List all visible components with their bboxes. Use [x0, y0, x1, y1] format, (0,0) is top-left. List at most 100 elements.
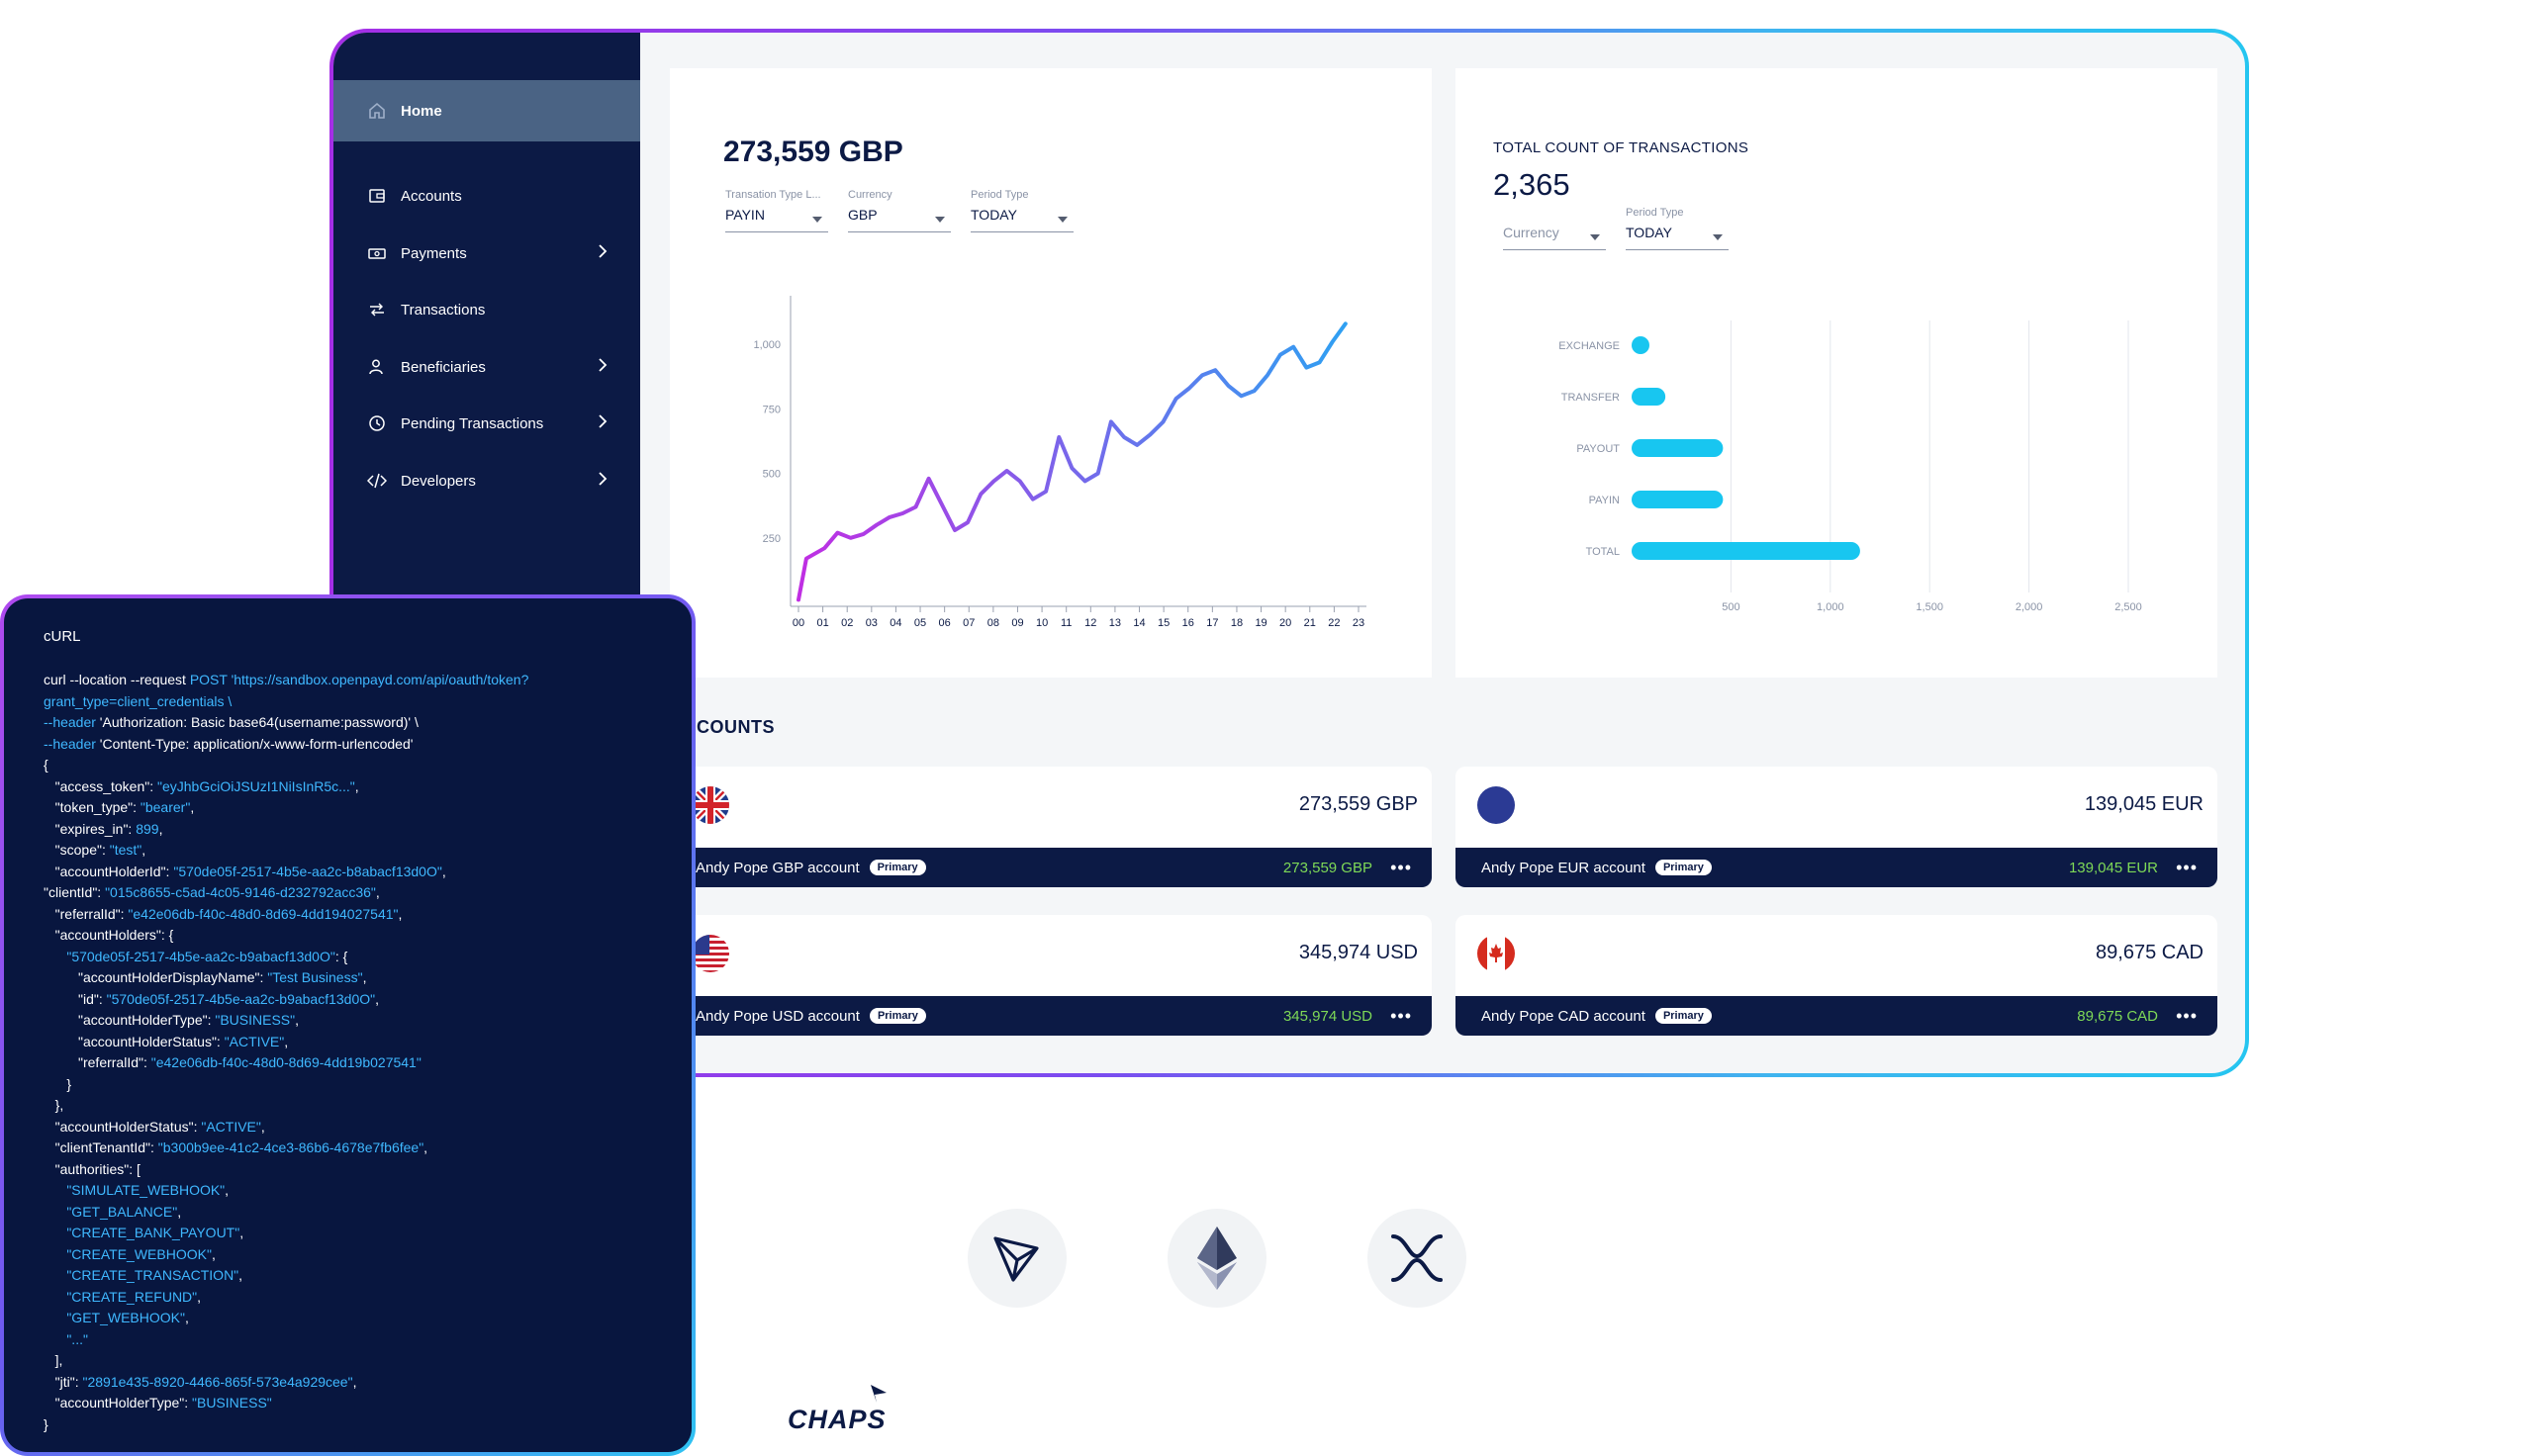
account-balance-green: 273,559 GBP — [1282, 859, 1372, 876]
caret-down-icon — [1713, 234, 1723, 240]
account-name: Andy Pope USD account — [696, 1007, 860, 1025]
account-balance-green: 139,045 EUR — [2068, 859, 2158, 876]
x-tick-label: 1,000 — [1817, 601, 1844, 613]
sidebar-item-pending-transactions[interactable]: Pending Transactions — [333, 393, 640, 454]
more-options-icon[interactable]: ••• — [2176, 1005, 2198, 1026]
x-tick-label: 2,000 — [2016, 601, 2043, 613]
select-caption: Currency — [848, 189, 892, 201]
sidebar-item-label: Pending Transactions — [401, 414, 544, 432]
sidebar-item-label: Developers — [401, 472, 476, 490]
code-line: "accountHolderDisplayName": "Test Busine… — [44, 969, 367, 985]
transaction-count-card: TOTAL COUNT OF TRANSACTIONS 2,365 Curren… — [1455, 68, 2217, 678]
x-tick-label: 2,500 — [2114, 601, 2142, 613]
y-tick-label: 500 — [763, 469, 781, 481]
y-tick-label: 250 — [763, 533, 781, 545]
code-line: "CREATE_BANK_PAYOUT", — [44, 1225, 244, 1240]
period-type-select[interactable]: Period Type TODAY — [1626, 207, 1729, 250]
x-tick-label: 12 — [1084, 617, 1096, 629]
code-line: "scope": "test", — [44, 842, 146, 858]
currency-select[interactable]: Currency GBP — [848, 189, 951, 232]
account-balance-green: 89,675 CAD — [2077, 1007, 2158, 1025]
code-line: "clientId": "015c8655-c5ad-4c05-9146-d23… — [44, 884, 380, 900]
more-options-icon[interactable]: ••• — [1390, 1005, 1412, 1026]
balance-amount: 273,559 GBP — [723, 136, 903, 168]
code-line: { — [44, 757, 48, 773]
account-card-usd[interactable]: 345,974 USD Andy Pope USD account Primar… — [670, 915, 1432, 1036]
code-line: "CREATE_TRANSACTION", — [44, 1267, 243, 1283]
code-line: "token_type": "bearer", — [44, 799, 195, 815]
code-line: "570de05f-2517-4b5e-aa2c-b9abacf13d0O": … — [66, 948, 348, 964]
code-line: "expires_in": 899, — [44, 820, 163, 837]
chevron-right-icon — [597, 472, 616, 490]
select-value: PAYIN — [725, 207, 765, 223]
select-placeholder: Currency — [1503, 225, 1559, 240]
sidebar-item-label: Home — [401, 102, 442, 120]
x-tick-label: 10 — [1036, 617, 1048, 629]
x-tick-label: 17 — [1206, 617, 1218, 629]
code-line: "GET_BALANCE", — [44, 1203, 182, 1220]
x-tick-label: 19 — [1255, 617, 1266, 629]
line-chart: 00 01 02 03 04 05 06 07 08 09 10 11 12 13 14 15 16 17 18 19… — [753, 296, 1366, 629]
sidebar-item-label: Beneficiaries — [401, 358, 486, 376]
account-card-gbp[interactable]: 273,559 GBP Andy Pope GBP account Primar… — [670, 767, 1432, 887]
caret-down-icon — [935, 217, 945, 223]
count-value: 2,365 — [1493, 167, 1570, 202]
dashboard: Home Accounts Payments — [333, 33, 2245, 1073]
category-label: PAYOUT — [1576, 443, 1620, 455]
x-tick-label: 01 — [816, 617, 828, 629]
x-tick-label: 11 — [1061, 617, 1072, 629]
x-tick-label: 13 — [1109, 617, 1121, 629]
x-tick-label: 04 — [890, 617, 901, 629]
currency-select[interactable]: Currency — [1503, 207, 1606, 250]
bar — [1632, 439, 1724, 457]
code-line: "accountHolderType": "BUSINESS" — [44, 1395, 272, 1410]
caret-down-icon — [812, 217, 822, 223]
category-label: EXCHANGE — [1558, 340, 1620, 352]
x-tick-label: 02 — [841, 617, 853, 629]
account-balance: 89,675 CAD — [2096, 942, 2204, 963]
account-card-cad[interactable]: 89,675 CAD Andy Pope CAD account Primary… — [1455, 915, 2217, 1036]
sidebar-item-label: Accounts — [401, 187, 462, 205]
code-line: } — [44, 1075, 72, 1092]
select-value: TODAY — [971, 207, 1017, 223]
sidebar-item-accounts[interactable]: Accounts — [333, 165, 640, 227]
x-tick-label: 1,500 — [1916, 601, 1943, 613]
wallet-icon — [367, 186, 387, 206]
account-card-eur[interactable]: 139,045 EUR Andy Pope EUR account Primar… — [1455, 767, 2217, 887]
code-line: "accountHolders": { — [44, 927, 174, 943]
transaction-type-select[interactable]: Transation Type L... PAYIN — [725, 189, 828, 232]
clock-icon — [367, 413, 387, 433]
eu-flag-icon — [1477, 786, 1515, 824]
count-title: TOTAL COUNT OF TRANSACTIONS — [1493, 139, 1749, 156]
code-line: curl --location --request POST 'https://… — [44, 672, 529, 687]
sidebar-item-developers[interactable]: Developers — [333, 450, 640, 511]
x-tick-label: 15 — [1158, 617, 1170, 629]
chaps-logo: CHAPS — [788, 1383, 896, 1442]
period-type-select[interactable]: Period Type TODAY — [971, 189, 1074, 232]
category-label: TRANSFER — [1561, 392, 1620, 404]
sidebar-item-transactions[interactable]: Transactions — [333, 279, 640, 340]
account-balance: 139,045 EUR — [2084, 793, 2204, 815]
code-line: "GET_WEBHOOK", — [44, 1310, 189, 1325]
sidebar-item-beneficiaries[interactable]: Beneficiaries — [333, 336, 640, 398]
sidebar-item-home[interactable]: Home — [333, 80, 640, 141]
code-block: curl --location --request POST 'https://… — [44, 670, 672, 1435]
account-bar: Andy Pope CAD account Primary 89,675 CAD… — [1455, 996, 2217, 1036]
chevron-right-icon — [597, 414, 616, 432]
x-tick-label: 21 — [1304, 617, 1316, 629]
select-caption: Transation Type L... — [725, 189, 821, 201]
sidebar-item-label: Payments — [401, 244, 467, 262]
bar-chart: 500 1,000 1,500 2,000 2,500 EXCHANGE TRANSFER P… — [1558, 320, 2142, 613]
x-tick-label: 07 — [963, 617, 975, 629]
balance-card: 273,559 GBP Transation Type L... PAYIN C… — [670, 68, 1432, 678]
more-options-icon[interactable]: ••• — [1390, 857, 1412, 877]
sidebar-item-payments[interactable]: Payments — [333, 223, 640, 284]
primary-badge: Primary — [1654, 860, 1712, 875]
more-options-icon[interactable]: ••• — [2176, 857, 2198, 877]
x-tick-label: 16 — [1182, 617, 1194, 629]
bar — [1632, 491, 1724, 508]
code-line: "CREATE_WEBHOOK", — [44, 1245, 216, 1262]
caret-down-icon — [1590, 234, 1600, 240]
account-name: Andy Pope EUR account — [1481, 859, 1645, 876]
person-icon — [367, 357, 387, 377]
